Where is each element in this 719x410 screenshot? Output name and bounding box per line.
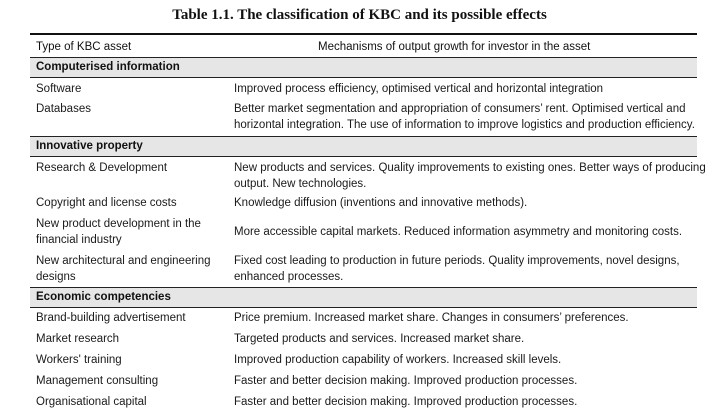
mechanism-cell: Improved process efficiency, optimised v…	[234, 83, 604, 95]
asset-cell: New product development in the	[36, 218, 201, 230]
section-band	[30, 57, 697, 77]
mechanism-cell: Faster and better decision making. Impro…	[234, 375, 578, 387]
mechanism-cell: Fixed cost leading to production in futu…	[234, 255, 680, 267]
asset-cell: Software	[36, 83, 82, 95]
column-header-mechanism: Mechanisms of output growth for investor…	[318, 41, 591, 53]
section-rule	[30, 287, 697, 288]
asset-cell: Organisational capital	[36, 396, 147, 408]
section-title: Economic competencies	[36, 291, 171, 303]
asset-cell: Workers' training	[36, 354, 122, 366]
asset-cell: Market research	[36, 333, 120, 345]
asset-cell: Research & Development	[36, 162, 168, 174]
section-rule	[30, 136, 697, 137]
section-rule	[30, 57, 697, 58]
asset-cell: designs	[36, 271, 76, 283]
asset-cell: Brand-building advertisement	[36, 312, 186, 324]
mechanism-cell: Faster and better decision making. Impro…	[234, 396, 578, 408]
asset-cell: Copyright and license costs	[36, 197, 177, 209]
section-title: Computerised information	[36, 61, 180, 73]
mechanism-cell: output. New technologies.	[234, 178, 367, 190]
section-band	[30, 287, 697, 307]
section-rule	[30, 156, 697, 157]
mechanism-cell: horizontal integration. The use of infor…	[234, 119, 695, 131]
mechanism-cell: More accessible capital markets. Reduced…	[234, 226, 683, 238]
mechanism-cell: Improved production capability of worker…	[234, 354, 562, 366]
column-header-asset: Type of KBC asset	[36, 41, 132, 53]
mechanism-cell: Price premium. Increased market share. C…	[234, 312, 629, 324]
mechanism-cell: Knowledge diffusion (inventions and inno…	[234, 197, 528, 209]
mechanism-cell: Targeted products and services. Increase…	[234, 333, 525, 345]
table-title: Table 1.1. The classification of KBC and…	[172, 7, 547, 23]
section-title: Innovative property	[36, 140, 143, 152]
section-rule	[30, 307, 697, 308]
asset-cell: New architectural and engineering	[36, 255, 211, 267]
asset-cell: Management consulting	[36, 375, 159, 387]
section-rule	[30, 77, 697, 78]
mechanism-cell: New products and services. Quality impro…	[234, 162, 706, 174]
section-band	[30, 136, 697, 156]
asset-cell: financial industry	[36, 234, 122, 246]
mechanism-cell: Better market segmentation and appropria…	[234, 103, 686, 115]
top-rule	[30, 33, 697, 35]
mechanism-cell: enhanced processes.	[234, 271, 344, 283]
asset-cell: Databases	[36, 103, 91, 115]
